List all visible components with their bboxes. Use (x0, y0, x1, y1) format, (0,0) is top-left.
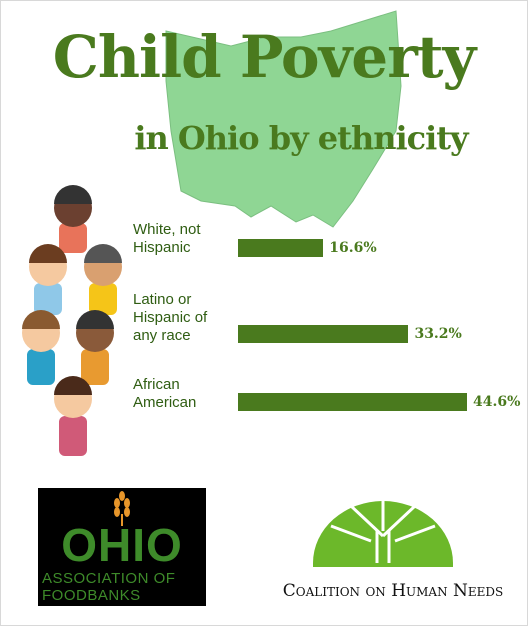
coalition-tree (313, 496, 453, 567)
coalition-name: Coalition on Human Needs (282, 581, 504, 601)
category-label: White, not Hispanic (133, 221, 201, 256)
value-label: 33.2% (414, 326, 462, 342)
category-label: African American (133, 376, 197, 411)
value-label: 16.6% (329, 240, 377, 256)
wheat-icon (114, 491, 130, 526)
value-label: 44.6% (473, 394, 521, 410)
title: Child Poverty (52, 23, 477, 91)
ohio-map (165, 10, 402, 228)
bar (238, 325, 409, 343)
bar (238, 239, 324, 257)
foodbank-name: OHIO (61, 519, 183, 571)
category-label: Latino or Hispanic of any race (133, 291, 208, 344)
bar (238, 393, 467, 411)
foodbank-line: ASSOCIATION OF (42, 570, 176, 587)
foodbank-line: FOODBANKS (42, 587, 141, 604)
subtitle: in Ohio by ethnicity (134, 119, 468, 157)
children-illustration (22, 185, 122, 456)
foodbank-logo: OHIO ASSOCIATION OF FOODBANKS (38, 488, 206, 606)
